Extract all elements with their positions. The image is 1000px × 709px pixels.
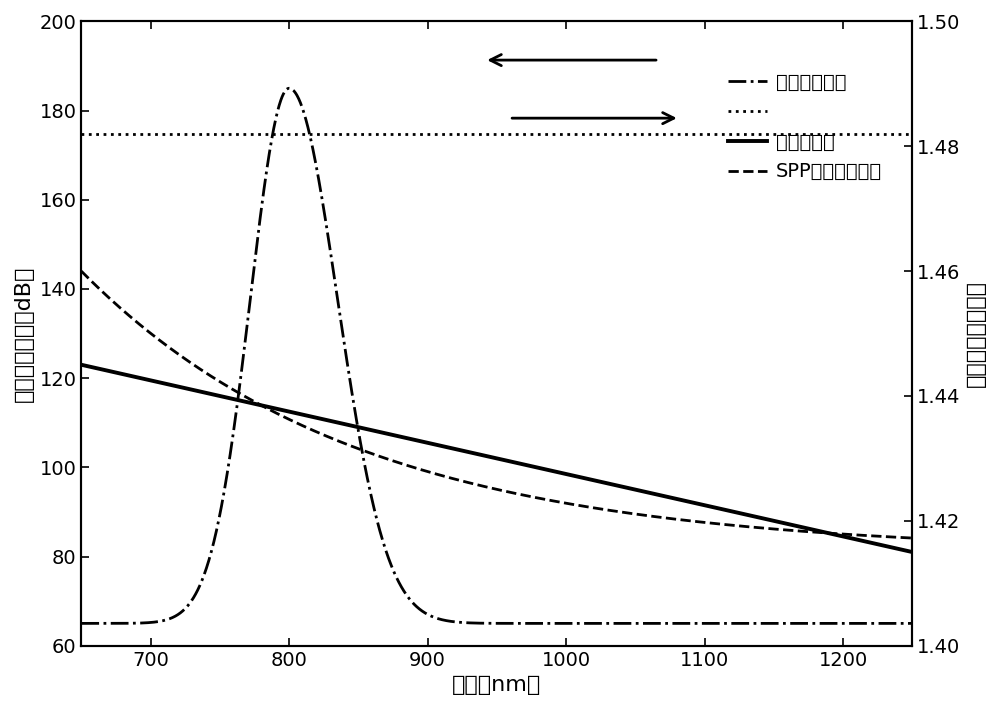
Y-axis label: 纤芯基模损耗（dB）: 纤芯基模损耗（dB） xyxy=(14,265,34,402)
Y-axis label: 有效折射率（１）: 有效折射率（１） xyxy=(966,280,986,387)
X-axis label: 波长（nm）: 波长（nm） xyxy=(452,675,541,695)
Legend: 纤芯基模损耗, , 有效折射率, SPP模有效折射率: 纤芯基模损耗, , 有效折射率, SPP模有效折射率 xyxy=(720,65,890,189)
